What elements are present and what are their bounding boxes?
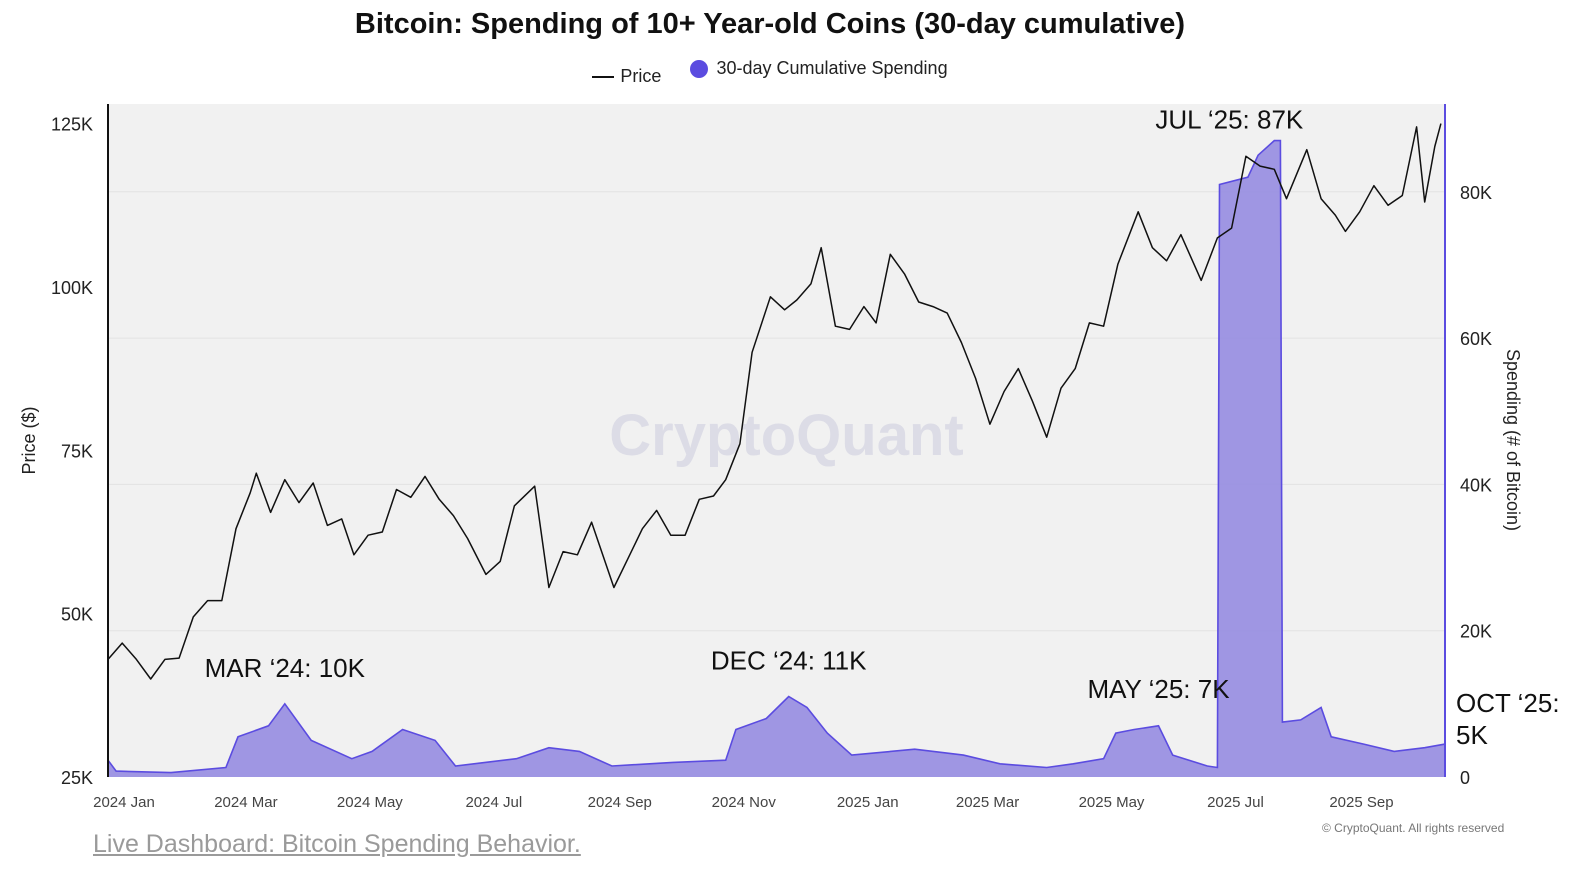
y-right-tick-label: 40K (1460, 475, 1492, 495)
annotation-label: 5K (1456, 720, 1488, 750)
x-tick-label: 2024 Jan (93, 794, 155, 811)
x-tick-label: 2025 Sep (1329, 794, 1393, 811)
x-tick-label: 2025 May (1079, 794, 1145, 811)
legend-dot-swatch-icon (690, 59, 709, 78)
y-right-tick-label: 60K (1460, 329, 1492, 349)
dashboard-link[interactable]: Live Dashboard: Bitcoin Spending Behavio… (93, 830, 581, 858)
watermark: CryptoQuant (609, 403, 963, 468)
y-right-tick-label: 80K (1460, 183, 1492, 203)
spending-line (107, 139, 1446, 774)
legend-line-swatch-icon (592, 75, 615, 78)
chart-legend: Price 30-day Cumulative Spending (0, 58, 1540, 87)
annotation-label: JUL ‘25: 87K (1155, 105, 1304, 135)
y-right-axis-title: Spending (# of Bitcoin) (1503, 349, 1523, 531)
x-tick-label: 2024 May (337, 794, 403, 811)
y-left-tick-label: 25K (61, 768, 93, 788)
legend-label-price: Price (620, 66, 662, 86)
x-tick-label: 2024 Mar (214, 794, 277, 811)
x-tick-label: 2025 Jan (837, 794, 899, 811)
chart-title: Bitcoin: Spending of 10+ Year-old Coins … (354, 8, 1186, 40)
y-left-tick-label: 125K (51, 115, 93, 135)
x-tick-label: 2025 Mar (956, 794, 1019, 811)
x-tick-label: 2025 Jul (1207, 794, 1264, 811)
legend-label-spending: 30-day Cumulative Spending (716, 58, 948, 78)
y-right-tick-label: 20K (1460, 622, 1492, 642)
annotation-label: MAY ‘25: 7K (1087, 674, 1230, 704)
copyright-text: © CryptoQuant. All rights reserved (1322, 821, 1505, 835)
x-tick-label: 2024 Nov (712, 794, 777, 811)
annotation-label: DEC ‘24: 11K (711, 646, 867, 676)
y-left-axis-title: Price ($) (19, 406, 39, 474)
annotation-label: MAR ‘24: 10K (205, 653, 366, 683)
price-line (107, 123, 1442, 680)
legend-item-spending[interactable]: 30-day Cumulative Spending (690, 58, 948, 79)
y-left-tick-label: 75K (61, 441, 93, 461)
annotation-label: OCT ‘25: (1456, 688, 1560, 718)
x-tick-label: 2024 Sep (588, 794, 652, 811)
y-right-tick-label: 0 (1460, 768, 1470, 788)
x-tick-label: 2024 Jul (465, 794, 522, 811)
y-left-tick-label: 50K (61, 605, 93, 625)
y-left-tick-label: 100K (51, 278, 93, 298)
legend-item-price[interactable]: Price (592, 66, 661, 87)
